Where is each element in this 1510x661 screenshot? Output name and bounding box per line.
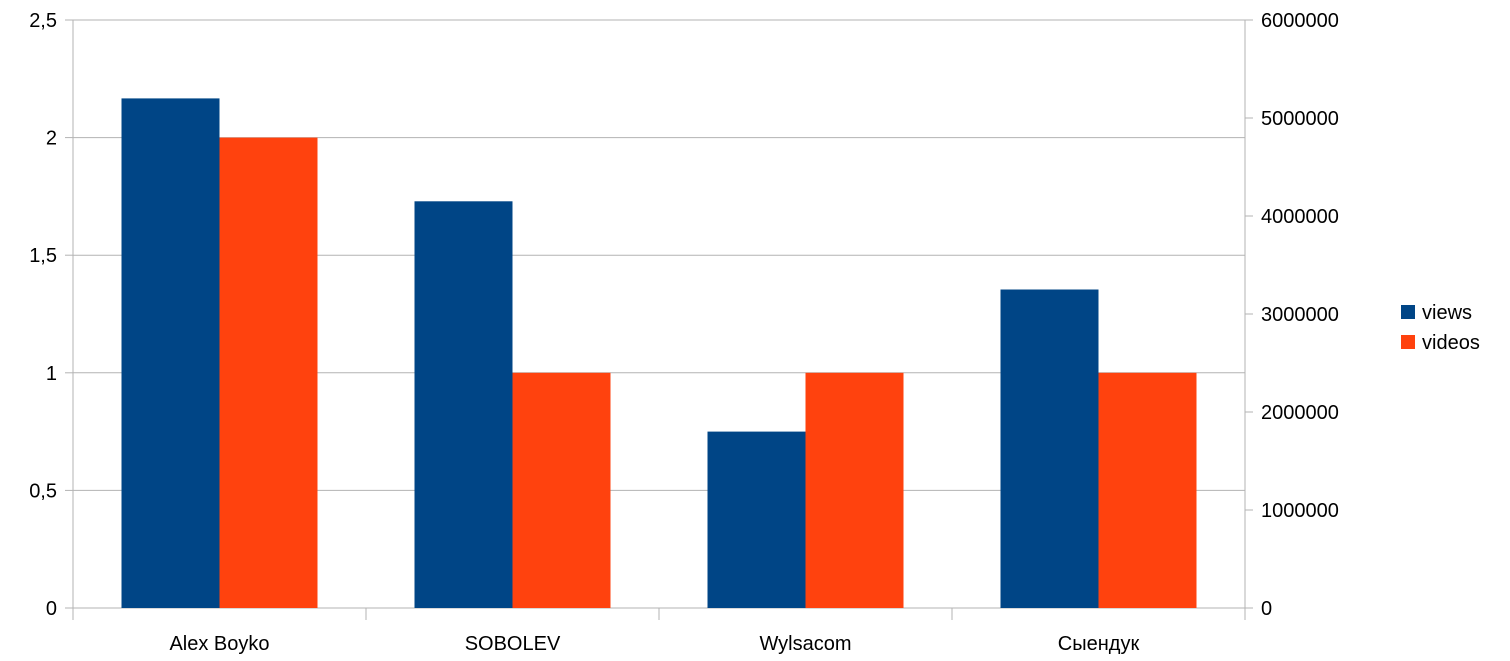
bar-videos bbox=[512, 372, 611, 608]
left-axis-tick-label: 0,5 bbox=[29, 480, 57, 502]
right-axis-tick-label: 3000000 bbox=[1261, 304, 1339, 326]
right-axis-tick-label: 2000000 bbox=[1261, 402, 1339, 424]
x-axis-tick-label: Alex Boyko bbox=[169, 633, 269, 655]
legend-label-views: views bbox=[1422, 302, 1472, 324]
bar-videos bbox=[219, 137, 318, 608]
left-axis-tick-label: 1,5 bbox=[29, 245, 57, 267]
legend-label-videos: videos bbox=[1422, 332, 1480, 354]
right-axis-tick-label: 1000000 bbox=[1261, 500, 1339, 522]
bar-views bbox=[1000, 289, 1099, 608]
left-axis-tick-label: 0 bbox=[46, 598, 57, 620]
x-axis-tick-label: SOBOLEV bbox=[465, 633, 561, 655]
bar-videos bbox=[805, 372, 904, 608]
legend-swatch-videos bbox=[1401, 335, 1415, 349]
right-axis-tick-label: 6000000 bbox=[1261, 10, 1339, 32]
right-axis-tick-label: 4000000 bbox=[1261, 206, 1339, 228]
bar-videos bbox=[1098, 372, 1197, 608]
axes bbox=[65, 19, 1253, 620]
right-axis-tick-label: 0 bbox=[1261, 598, 1272, 620]
left-axis-tick-label: 2 bbox=[46, 128, 57, 150]
legend-swatch-views bbox=[1401, 305, 1415, 319]
legend: views videos bbox=[1401, 302, 1480, 354]
bar-views bbox=[414, 201, 513, 609]
tick-labels: 0 0,5 1 1,5 2 2,5 0 1000000 2000000 3000000 400000… bbox=[29, 10, 1339, 655]
x-axis-tick-label: Wylsacom bbox=[759, 633, 851, 655]
right-axis-tick-label: 5000000 bbox=[1261, 108, 1339, 130]
bars bbox=[121, 98, 1197, 609]
x-axis-tick-label: Сыендук bbox=[1058, 633, 1140, 655]
bar-views bbox=[707, 431, 806, 608]
left-axis-tick-label: 2,5 bbox=[29, 10, 57, 32]
left-axis-tick-label: 1 bbox=[46, 363, 57, 385]
bar-views bbox=[121, 98, 220, 609]
